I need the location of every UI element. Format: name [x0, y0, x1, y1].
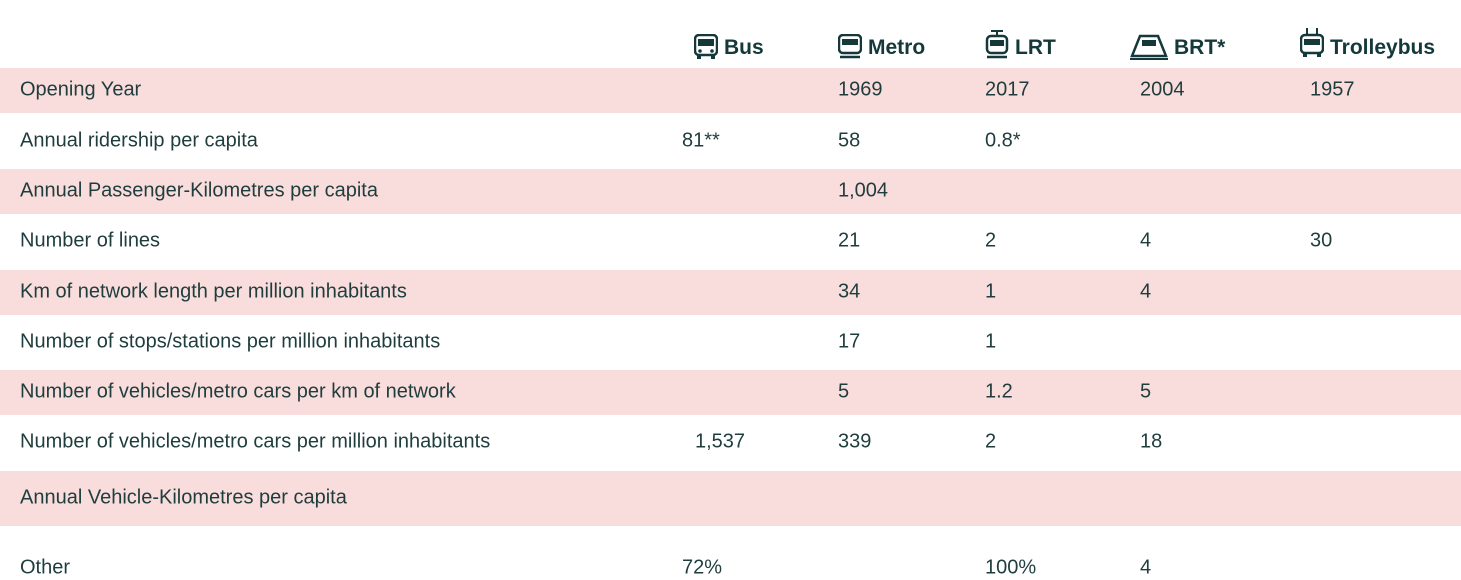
cell-value: 72%	[682, 556, 723, 579]
column-header: Metro	[838, 14, 925, 60]
cell-value: 4	[1140, 229, 1152, 252]
row-band	[0, 369, 1461, 415]
header-text: Bus	[724, 36, 764, 59]
cell-value: 1,004	[838, 179, 889, 202]
cell-value: 4	[1140, 556, 1152, 579]
cell-value: 2017	[985, 78, 1030, 101]
row-band	[0, 269, 1461, 315]
cell-value: 1957	[1310, 78, 1355, 101]
row-label: Annual ridership per capita	[20, 129, 258, 152]
cell-value: 0.8*	[985, 129, 1021, 152]
row-label: Number of lines	[20, 229, 161, 252]
cell-value: 339	[838, 430, 872, 453]
row-band	[0, 67, 1461, 113]
cell-value: 1	[985, 280, 997, 303]
row-label: Number of vehicles/metro cars per km of …	[20, 380, 456, 403]
cell-value: 1969	[838, 78, 883, 101]
lrt-icon	[985, 30, 1009, 59]
cell-value: 21	[838, 229, 861, 252]
cell-value: 34	[838, 280, 861, 303]
row-label: Opening Year	[20, 78, 142, 101]
row-label: Km of network length per million inhabit…	[20, 280, 407, 303]
row-label: Annual Vehicle-Kilometres per capita	[20, 486, 347, 509]
row-label: Other	[20, 556, 71, 579]
cell-value: 2004	[1140, 78, 1185, 101]
column-header: LRT	[985, 14, 1056, 60]
cell-value: 30	[1310, 229, 1333, 252]
brt-icon	[1130, 34, 1168, 60]
row-label: Number of vehicles/metro cars per millio…	[20, 430, 491, 453]
cell-value: 1.2	[985, 380, 1013, 403]
cell-value: 18	[1140, 430, 1163, 453]
row-band	[0, 168, 1461, 214]
cell-value: 1	[985, 330, 997, 353]
row-label: Number of stops/stations per million inh…	[20, 330, 441, 353]
cell-value: 58	[838, 129, 861, 152]
row-label: Annual Passenger-Kilometres per capita	[20, 179, 378, 202]
cell-value: 5	[838, 380, 850, 403]
column-header: BRT*	[1130, 14, 1225, 60]
header-text: BRT*	[1174, 36, 1226, 59]
row-band	[0, 470, 1461, 526]
header-text: LRT	[1015, 36, 1056, 59]
cell-value: 100%	[985, 556, 1037, 579]
cell-value: 4	[1140, 280, 1152, 303]
column-header: Trolleybus	[1300, 14, 1435, 60]
trolleybus-icon	[1300, 28, 1324, 57]
cell-value: 2	[985, 229, 997, 252]
cell-value: 17	[838, 330, 861, 353]
cell-value: 2	[985, 430, 997, 453]
column-header: Bus	[694, 14, 764, 60]
cell-value: 81**	[682, 129, 720, 152]
cell-value: 1,537	[695, 430, 746, 453]
bus-icon	[694, 34, 718, 59]
header-text: Trolleybus	[1330, 36, 1436, 59]
header-text: Metro	[868, 36, 926, 59]
cell-value: 5	[1140, 380, 1152, 403]
metro-icon	[838, 34, 862, 59]
